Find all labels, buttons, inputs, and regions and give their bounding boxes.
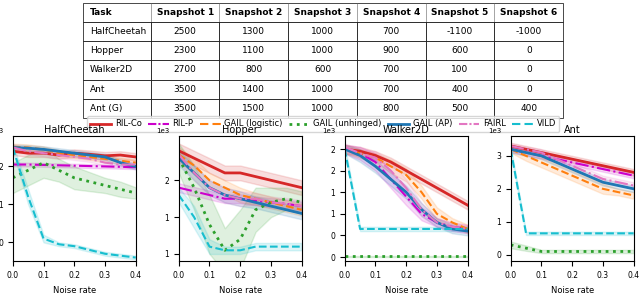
Text: 1e3: 1e3 — [323, 128, 336, 134]
Title: Hopper: Hopper — [222, 125, 258, 135]
Title: Walker2D: Walker2D — [383, 125, 429, 135]
Title: HalfCheetah: HalfCheetah — [44, 125, 104, 135]
Text: 1e3: 1e3 — [488, 128, 502, 134]
Text: 1e3: 1e3 — [157, 128, 170, 134]
Legend: RIL-Co, RIL-P, GAIL (logistic), GAIL (unhinged), GAIL (AP), FAIRL, VILD: RIL-Co, RIL-P, GAIL (logistic), GAIL (un… — [87, 116, 559, 132]
X-axis label: Noise rate: Noise rate — [385, 286, 428, 295]
Text: 1e3: 1e3 — [0, 128, 4, 134]
X-axis label: Noise rate: Noise rate — [219, 286, 262, 295]
Title: Ant: Ant — [564, 125, 580, 135]
X-axis label: Noise rate: Noise rate — [52, 286, 96, 295]
X-axis label: Noise rate: Noise rate — [550, 286, 594, 295]
